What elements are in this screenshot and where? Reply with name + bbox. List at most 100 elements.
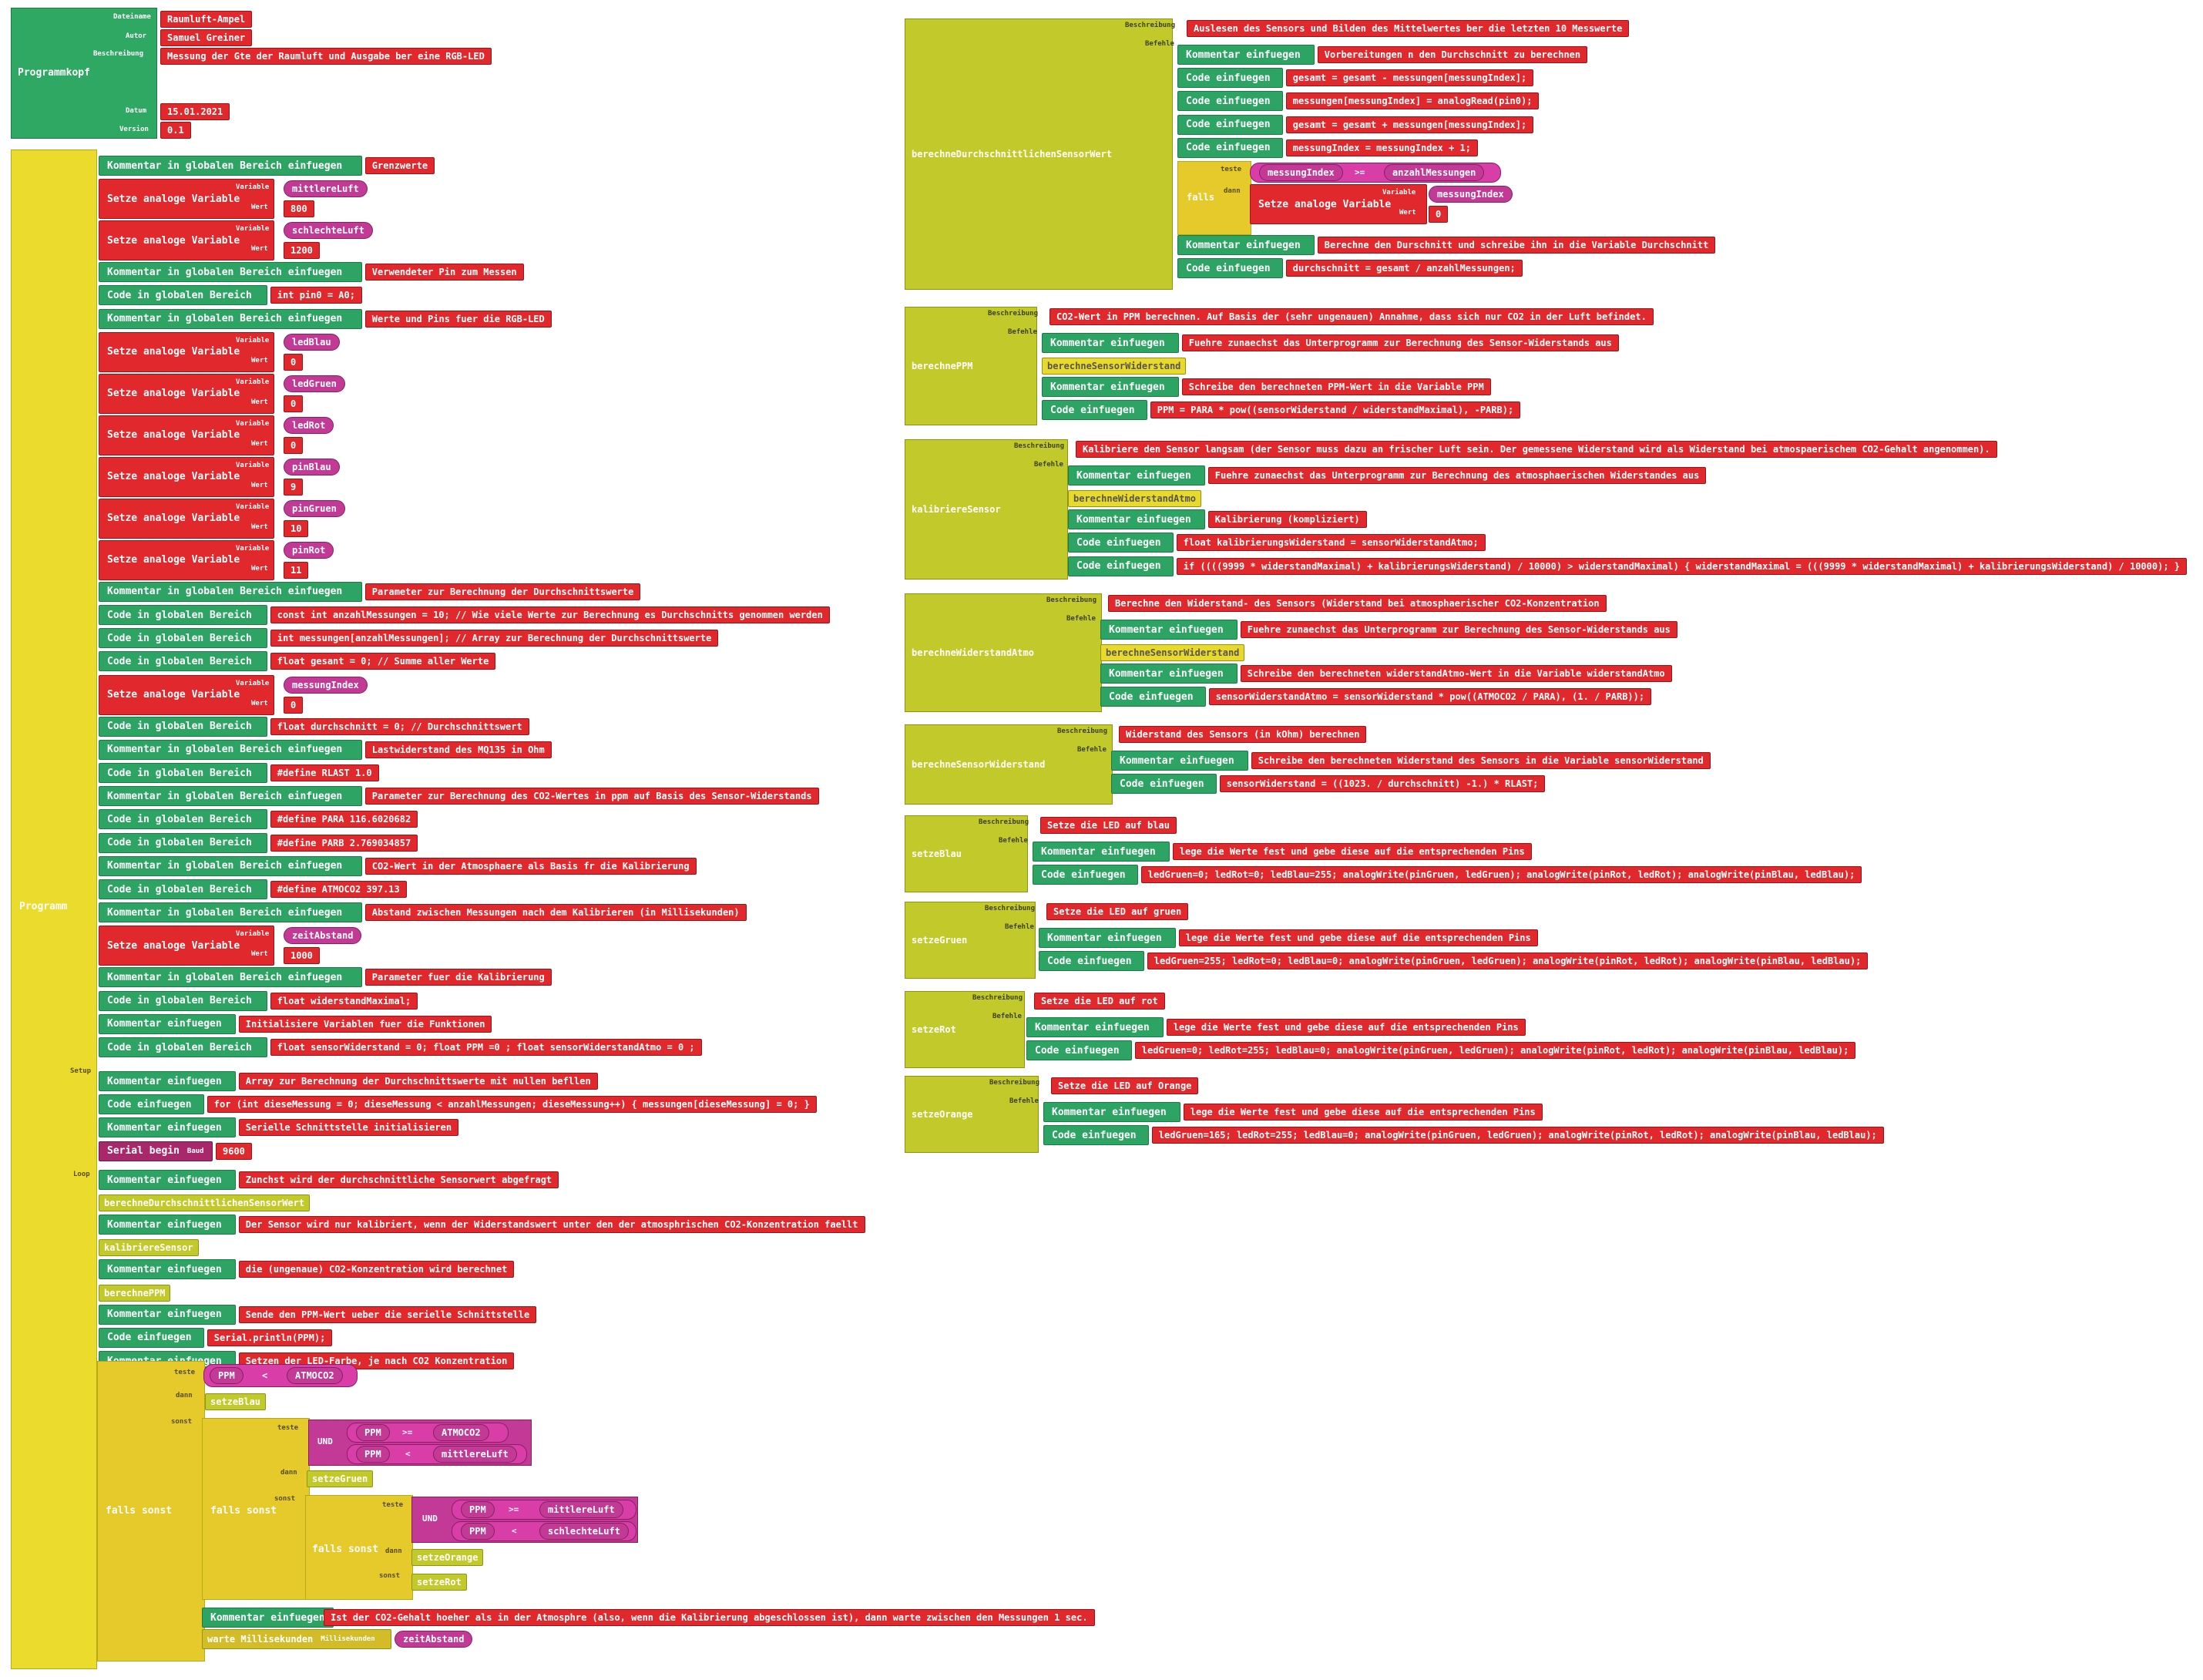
function-setzeGruen[interactable]: setzeGruen xyxy=(905,902,1036,979)
comment-value[interactable]: Schreibe den berechneten Widerstand des … xyxy=(1251,752,1711,769)
code-block[interactable]: Code in globalen Bereich xyxy=(99,285,267,306)
comment-block[interactable]: Kommentar in globalen Bereich einfuegen xyxy=(99,581,362,602)
function-call-block[interactable]: kalibriereSensor xyxy=(99,1239,199,1257)
code-block[interactable]: Code einfuegen xyxy=(1177,114,1283,135)
wait-ms-block[interactable]: warte Millisekunden Millisekunden xyxy=(202,1629,391,1649)
code-block[interactable]: Code einfuegen xyxy=(1042,400,1147,421)
code-block[interactable]: Code in globalen Bereich xyxy=(99,990,267,1011)
function-description[interactable]: Setze die LED auf blau xyxy=(1040,817,1177,834)
code-block[interactable]: Code in globalen Bereich xyxy=(99,832,267,853)
code-block[interactable]: Code in globalen Bereich xyxy=(99,605,267,625)
comment-value[interactable]: Lastwiderstand des MQ135 in Ohm xyxy=(364,741,552,758)
call-setzeRot[interactable]: setzeRot xyxy=(411,1574,467,1591)
function-setzeBlau[interactable]: setzeBlau xyxy=(905,815,1028,892)
comment-block[interactable]: Kommentar einfuegen xyxy=(99,1013,236,1034)
code-value[interactable]: Serial.println(PPM); xyxy=(207,1329,333,1346)
comment-value[interactable]: Parameter zur Berechnung der Durchschnit… xyxy=(364,583,641,600)
code-block[interactable]: Code einfuegen xyxy=(99,1327,204,1348)
set-analog-variable-block[interactable]: Setze analoge Variable xyxy=(99,674,274,715)
code-value[interactable]: float durchschnitt = 0; // Durchschnitts… xyxy=(270,717,529,735)
program-header-block[interactable]: Programmkopf Dateiname Autor Beschreibun… xyxy=(11,8,157,139)
variable-name[interactable]: ledRot xyxy=(284,416,334,434)
code-value[interactable]: #define ATMOCO2 397.13 xyxy=(270,881,407,898)
after-comment-label[interactable]: Kommentar einfuegen xyxy=(202,1608,334,1628)
comment-value[interactable]: Berechne den Durschnitt und schreibe ihn… xyxy=(1317,237,1716,254)
beschreibung-field[interactable]: Messung der Gte der Raumluft und Ausgabe… xyxy=(160,48,492,65)
comment-value[interactable]: Parameter fuer die Kalibrierung xyxy=(364,969,552,986)
function-berechneSensorWiderstand[interactable]: berechneSensorWiderstand xyxy=(905,724,1113,805)
cond2a-a[interactable]: PPM xyxy=(356,1424,390,1441)
comment-block[interactable]: Kommentar in globalen Bereich einfuegen xyxy=(99,902,362,923)
code-value[interactable]: PPM = PARA * pow((sensorWiderstand / wid… xyxy=(1150,402,1521,419)
function-call-block[interactable]: berechneWiderstandAtmo xyxy=(1068,490,1201,508)
function-call-block[interactable]: berechneSensorWiderstand xyxy=(1042,358,1187,375)
wait-ms-value[interactable]: zeitAbstand xyxy=(395,1631,473,1648)
code-value[interactable]: int messungen[anzahlMessungen]; // Array… xyxy=(270,630,719,647)
function-call-block[interactable]: berechneDurchschnittlichenSensorWert xyxy=(99,1194,311,1212)
comment-block[interactable]: Kommentar einfuegen xyxy=(99,1304,236,1325)
comment-block[interactable]: Kommentar einfuegen xyxy=(1100,664,1238,684)
code-block[interactable]: Code in globalen Bereich xyxy=(99,879,267,899)
code-block[interactable]: Code in globalen Bereich xyxy=(99,809,267,830)
comment-value[interactable]: CO2-Wert in der Atmosphaere als Basis fr… xyxy=(364,857,697,875)
code-block[interactable]: Code einfuegen xyxy=(1100,687,1206,707)
code-block[interactable]: Code in globalen Bereich xyxy=(99,628,267,649)
code-value[interactable]: if ((((9999 * widerstandMaximal) + kalib… xyxy=(1176,557,2188,575)
ifelse-outer-block[interactable]: falls sonst xyxy=(97,1361,205,1662)
code-value[interactable]: float sensorWiderstand = 0; float PPM =0… xyxy=(270,1039,702,1056)
variable-name[interactable]: ledBlau xyxy=(284,333,340,351)
comment-block[interactable]: Kommentar in globalen Bereich einfuegen xyxy=(99,786,362,807)
function-setzeRot[interactable]: setzeRot xyxy=(905,991,1025,1068)
comment-value[interactable]: Werte und Pins fuer die RGB-LED xyxy=(364,310,552,328)
cond3a-a[interactable]: PPM xyxy=(461,1501,495,1518)
set-analog-variable-block[interactable]: Setze analoge Variable xyxy=(99,373,274,414)
code-block[interactable]: Code einfuegen xyxy=(1039,951,1144,972)
code-value[interactable]: sensorWiderstand = ((1023. / durchschnit… xyxy=(1219,775,1546,793)
code-block[interactable]: Code einfuegen xyxy=(1026,1040,1132,1061)
comment-value[interactable]: Initialisiere Variablen fuer die Funktio… xyxy=(238,1015,492,1033)
set-analog-variable-block[interactable]: Setze analoge Variable xyxy=(99,220,274,261)
comment-value[interactable]: Parameter zur Berechnung des CO2-Wertes … xyxy=(364,788,819,805)
comment-value[interactable]: Array zur Berechnung der Durchschnittswe… xyxy=(238,1073,598,1090)
autor-field[interactable]: Samuel Greiner xyxy=(160,29,253,46)
variable-name[interactable]: pinRot xyxy=(284,541,334,559)
code-value[interactable]: const int anzahlMessungen = 10; // Wie v… xyxy=(270,606,830,623)
set-analog-variable-block[interactable]: Setze analoge Variable xyxy=(99,926,274,966)
cond2b-a[interactable]: PPM xyxy=(356,1446,390,1463)
code-block[interactable]: Code einfuegen xyxy=(99,1094,204,1115)
code-block[interactable]: Code einfuegen xyxy=(1033,865,1138,885)
comment-value[interactable]: Fuehre zunaechst das Unterprogramm zur B… xyxy=(1207,467,1707,484)
code-block[interactable]: Code einfuegen xyxy=(1111,774,1217,795)
code-value[interactable]: ledGruen=165; ledRot=255; ledBlau=0; ana… xyxy=(1151,1127,1884,1144)
set-analog-variable-block[interactable]: Setze analoge Variable xyxy=(99,331,274,372)
variable-name[interactable]: mittlereLuft xyxy=(284,180,368,198)
function-description[interactable]: Setze die LED auf gruen xyxy=(1046,903,1189,920)
function-call-block[interactable]: berechnePPM xyxy=(99,1284,171,1302)
variable-name[interactable]: pinBlau xyxy=(284,458,340,475)
variable-value[interactable]: 0 xyxy=(284,696,304,714)
set-analog-variable-block[interactable]: Setze analoge Variable xyxy=(1250,184,1427,224)
function-berechnePPM[interactable]: berechnePPM xyxy=(905,307,1037,425)
code-block[interactable]: Code einfuegen xyxy=(1043,1125,1149,1146)
comment-value[interactable]: Schreibe den berechneten widerstandAtmo-… xyxy=(1240,665,1672,683)
comment-value[interactable]: Kalibrierung (kompliziert) xyxy=(1207,511,1367,529)
cond3b-b[interactable]: schlechteLuft xyxy=(539,1523,629,1540)
code-block[interactable]: Code einfuegen xyxy=(1177,258,1283,279)
comment-block[interactable]: Kommentar einfuegen xyxy=(1068,465,1205,486)
variable-name[interactable]: messungIndex xyxy=(1429,186,1513,203)
comment-value[interactable]: Zunchst wird der durchschnittliche Senso… xyxy=(238,1171,559,1188)
after-comment-value[interactable]: Ist der CO2-Gehalt hoeher als in der Atm… xyxy=(324,1609,1095,1626)
comment-value[interactable]: Vorbereitungen n den Durchschnitt zu ber… xyxy=(1317,46,1588,63)
comment-block[interactable]: Kommentar einfuegen xyxy=(1111,751,1248,771)
comment-block[interactable]: Kommentar in globalen Bereich einfuegen xyxy=(99,855,362,876)
comment-value[interactable]: Verwendeter Pin zum Messen xyxy=(364,264,524,281)
comment-value[interactable]: lege die Werte fest und gebe diese auf d… xyxy=(1183,1104,1543,1121)
variable-name[interactable]: zeitAbstand xyxy=(284,927,362,945)
cond1-a[interactable]: PPM xyxy=(210,1367,243,1384)
code-value[interactable]: messungen[messungIndex] = analogRead(pin… xyxy=(1285,92,1540,110)
function-call-block[interactable]: berechneSensorWiderstand xyxy=(1100,644,1245,662)
cond1-b[interactable]: ATMOCO2 xyxy=(287,1367,343,1384)
function-setzeOrange[interactable]: setzeOrange xyxy=(905,1076,1039,1153)
comment-value[interactable]: Serielle Schnittstelle initialisieren xyxy=(238,1119,459,1137)
function-kalibriereSensor[interactable]: kalibriereSensor xyxy=(905,439,1068,580)
